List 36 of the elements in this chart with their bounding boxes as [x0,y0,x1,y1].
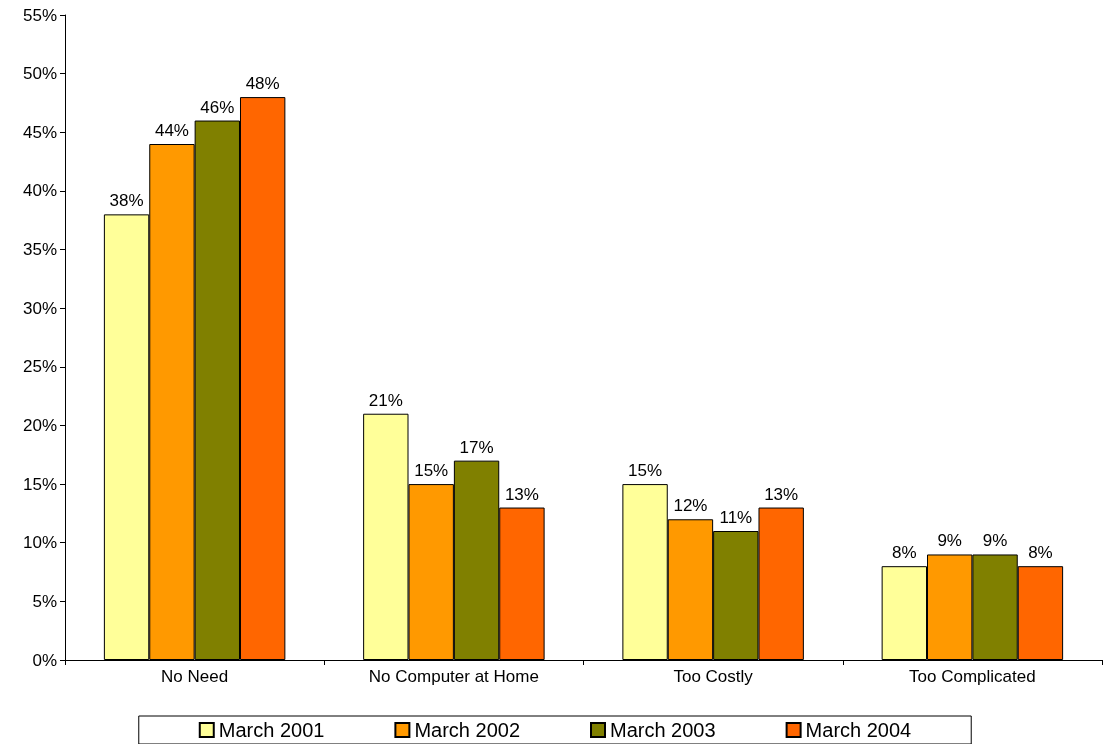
y-tick-label: 50% [22,64,57,84]
legend-label: March 2001 [218,719,325,741]
y-tick-label: 20% [22,415,57,435]
x-tick-label: Too Complicated [909,667,1036,686]
data-label: 15% [414,461,449,481]
y-tick-label: 40% [22,181,57,201]
x-tick-label: No Computer at Home [368,667,539,686]
legend-label: March 2004 [805,719,912,741]
y-tick-label: 45% [22,122,57,142]
data-label: 13% [504,484,539,504]
y-tick-label: 10% [22,533,57,553]
y-tick-label: 0% [32,650,57,670]
data-label: 8% [892,543,917,563]
y-tick-label: 55% [22,5,57,25]
data-label: 12% [673,496,708,516]
data-label: 48% [245,74,280,94]
y-tick-label: 15% [22,474,57,494]
y-tick-label: 5% [32,591,57,611]
data-label: 13% [764,484,799,504]
data-label: 11% [719,508,753,527]
data-label: 9% [937,531,962,551]
data-label: 46% [200,97,235,117]
data-label: 44% [154,121,189,140]
data-label: 38% [109,191,144,211]
data-label: 8% [1028,543,1053,563]
legend-label: March 2003 [610,719,716,741]
data-label: 9% [982,531,1008,551]
y-tick-label: 35% [22,240,57,260]
y-tick-label: 25% [22,357,57,377]
x-tick-label: No Need [161,667,229,686]
x-tick-label: Too Costly [673,667,754,686]
data-label: 17% [459,437,494,457]
data-label: 21% [368,390,403,410]
y-tick-label: 30% [22,298,57,318]
data-label: 15% [628,461,663,481]
legend-label: March 2002 [414,719,521,741]
